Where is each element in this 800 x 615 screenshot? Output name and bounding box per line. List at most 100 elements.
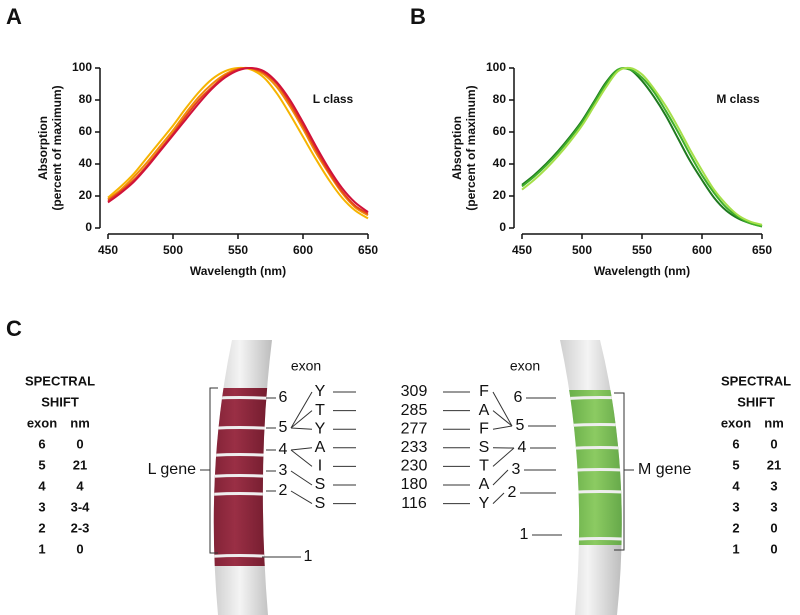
y-tick-label: 100: [72, 60, 92, 74]
residue-m: A: [479, 402, 490, 419]
table-title: SHIFT: [737, 394, 775, 409]
y-axis-label: Absorption: [450, 116, 464, 180]
x-axis-label: Wavelength (nm): [190, 264, 286, 278]
x-tick-label: 650: [358, 243, 378, 257]
curve: [107, 66, 369, 215]
site-connector: [492, 492, 505, 504]
residue-position: 285: [401, 402, 428, 419]
residue-l: Y: [315, 383, 326, 400]
m-gene-bracket: [614, 392, 634, 551]
y-tick-label: 80: [79, 92, 93, 106]
table-cell: 1: [732, 541, 739, 556]
table-cell: 4: [38, 478, 46, 493]
x-tick-label: 550: [632, 243, 652, 257]
curve: [107, 66, 369, 217]
table-cell: 21: [73, 457, 87, 472]
l-exon-boundaries: [213, 396, 272, 560]
y-tick-label: 40: [493, 156, 507, 170]
exon-number: 3: [512, 461, 521, 478]
table-cell: 2: [732, 520, 739, 535]
table-cell: 1: [38, 541, 45, 556]
site-connector: [290, 449, 313, 467]
site-connector: [492, 447, 515, 467]
exon-number: 6: [279, 389, 288, 406]
residue-m: Y: [479, 495, 490, 512]
table-cell: 21: [767, 457, 781, 472]
table-cell: 0: [76, 541, 83, 556]
site-connector: [492, 391, 513, 427]
boundary: [213, 426, 272, 432]
curve: [521, 66, 763, 226]
y-tick-label: 0: [499, 220, 506, 234]
table-title: SPECTRAL: [721, 373, 791, 388]
table-header: nm: [764, 415, 784, 430]
residue-position: 180: [401, 476, 428, 493]
curve: [521, 67, 763, 228]
y-tick-label: 40: [79, 156, 93, 170]
residue-position: 233: [401, 439, 428, 456]
table-cell: 6: [38, 436, 45, 451]
y-tick-label: 80: [493, 92, 507, 106]
table-cell: 2-3: [71, 520, 90, 535]
y-tick-label: 60: [79, 124, 93, 138]
site-connector: [492, 410, 513, 427]
x-tick-label: 650: [752, 243, 772, 257]
curve: [107, 66, 369, 213]
exon-header: exon: [510, 358, 540, 374]
residue-position: 309: [401, 383, 428, 400]
y-axis-label: (percent of maximum): [50, 85, 64, 210]
table-cell: 0: [770, 436, 777, 451]
site-connector: [290, 391, 313, 429]
x-tick-label: 500: [163, 243, 183, 257]
table-cell: 2: [38, 520, 45, 535]
exon-number: 4: [518, 439, 527, 456]
panel-letter: A: [6, 4, 22, 29]
boundary: [213, 554, 272, 560]
y-tick-label: 20: [493, 188, 507, 202]
site-connector: [290, 470, 313, 486]
table-header: nm: [70, 415, 90, 430]
table-header: exon: [27, 415, 57, 430]
residue-l: S: [315, 495, 326, 512]
residue-l: I: [318, 458, 322, 475]
site-connector: [290, 490, 313, 505]
table-cell: 4: [76, 478, 84, 493]
exon-number: 4: [279, 441, 288, 458]
y-tick-label: 20: [79, 188, 93, 202]
residue-m: S: [479, 439, 490, 456]
x-tick-label: 450: [98, 243, 118, 257]
annotation: M class: [716, 92, 760, 106]
residue-l: S: [315, 476, 326, 493]
exon-number: 1: [520, 526, 529, 543]
exon-header: exon: [291, 358, 321, 374]
table-cell: 3: [732, 499, 739, 514]
table-cell: 5: [732, 457, 739, 472]
x-tick-label: 600: [692, 243, 712, 257]
table-cell: 0: [770, 520, 777, 535]
curve: [107, 66, 369, 220]
exon-number: 1: [304, 548, 313, 565]
residue-position: 277: [401, 420, 428, 437]
site-connector: [492, 425, 513, 430]
site-connector: [290, 410, 313, 429]
x-tick-label: 500: [572, 243, 592, 257]
exon-number: 5: [516, 417, 525, 434]
exon-number: 5: [279, 419, 288, 436]
residue-m: F: [479, 420, 489, 437]
table-title: SPECTRAL: [25, 373, 95, 388]
residue-l: A: [315, 439, 326, 456]
x-tick-label: 600: [293, 243, 313, 257]
boundary: [213, 492, 272, 498]
table-cell: 3: [770, 478, 777, 493]
exon-number: 3: [279, 462, 288, 479]
table-title: SHIFT: [41, 394, 79, 409]
curve: [521, 67, 763, 228]
boundary: [213, 396, 272, 402]
gene-label: M gene: [638, 461, 691, 478]
site-connector: [290, 447, 313, 451]
x-tick-label: 450: [512, 243, 532, 257]
panel-letter: B: [410, 4, 426, 29]
table-cell: 5: [38, 457, 45, 472]
exon-number: 2: [279, 482, 288, 499]
